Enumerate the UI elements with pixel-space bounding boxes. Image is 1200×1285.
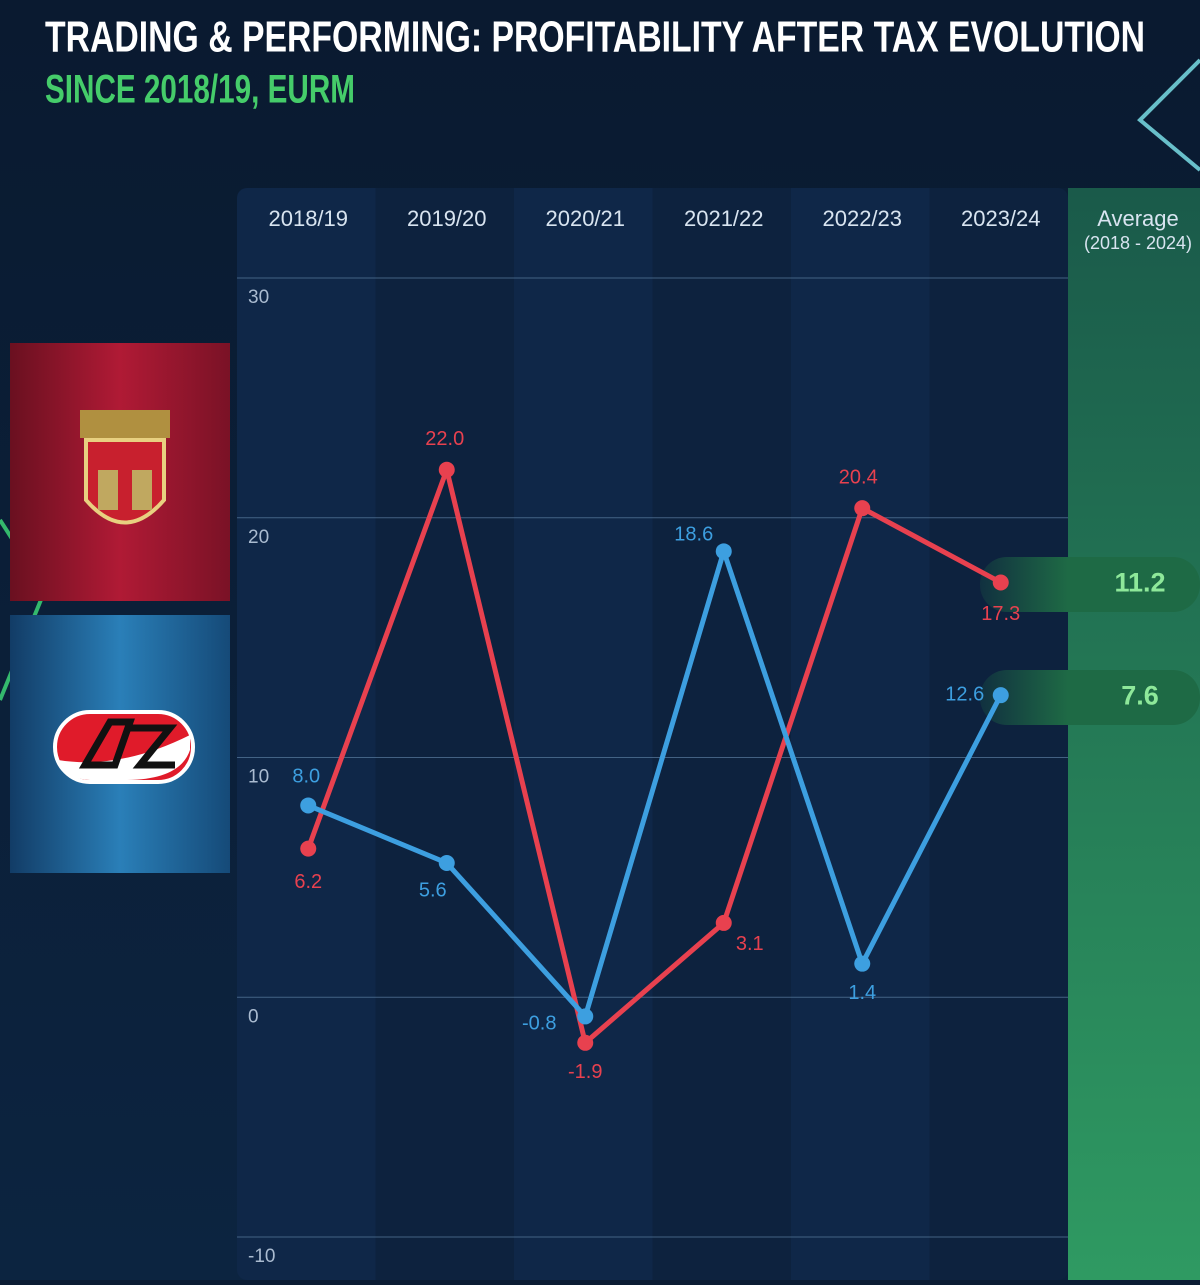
column-shade [375,188,514,1280]
y-tick-label: 0 [248,1006,259,1027]
data-point [577,1034,594,1051]
data-point [715,914,732,931]
data-label: 3.1 [736,933,764,955]
data-point [438,461,455,478]
data-label: 8.0 [292,766,320,788]
average-header: Average [1097,206,1179,231]
data-label: 5.6 [419,879,447,901]
data-point [300,840,317,857]
data-label: 1.4 [848,982,876,1004]
y-tick-label: -10 [248,1246,275,1267]
x-tick-label: 2022/23 [822,206,902,231]
chart-subtitle: SINCE 2018/19, EURM [45,68,355,112]
y-tick-label: 10 [248,767,269,788]
data-label: -0.8 [522,1013,556,1035]
average-period: (2018 - 2024) [1084,233,1192,253]
club-logo [53,710,195,784]
series-line [305,467,1002,1046]
x-tick-label: 2019/20 [407,206,487,231]
y-tick-label: 30 [248,287,269,308]
data-label: 17.3 [981,603,1020,625]
data-label: 12.6 [945,683,984,705]
average-band [980,670,1200,725]
average-value: 7.6 [1121,681,1159,711]
data-label: -1.9 [568,1061,602,1083]
data-label: 22.0 [425,428,464,450]
average-panel [1068,188,1200,1280]
column-shade [652,188,791,1280]
x-tick-label: 2020/21 [545,206,625,231]
data-point [577,1008,594,1025]
data-point [992,687,1009,704]
data-point [854,500,871,517]
chart-title: TRADING & PERFORMING: PROFITABILITY AFTE… [45,13,1145,62]
column-shade [929,188,1068,1280]
club-logo [80,410,170,525]
series-line [307,548,1003,1019]
data-label: 20.4 [839,466,878,488]
average-band [980,557,1200,612]
x-tick-label: 2021/22 [684,206,764,231]
data-label: 6.2 [294,871,322,893]
x-tick-label: 2018/19 [268,206,348,231]
decoration [1137,58,1200,172]
data-point [300,797,317,814]
data-label: 18.6 [674,524,713,546]
average-value: 11.2 [1114,568,1165,598]
data-point [992,574,1009,591]
data-point [715,543,732,560]
data-point [854,955,871,972]
data-point [438,854,455,871]
x-tick-label: 2023/24 [961,206,1041,231]
y-tick-label: 20 [248,527,269,548]
